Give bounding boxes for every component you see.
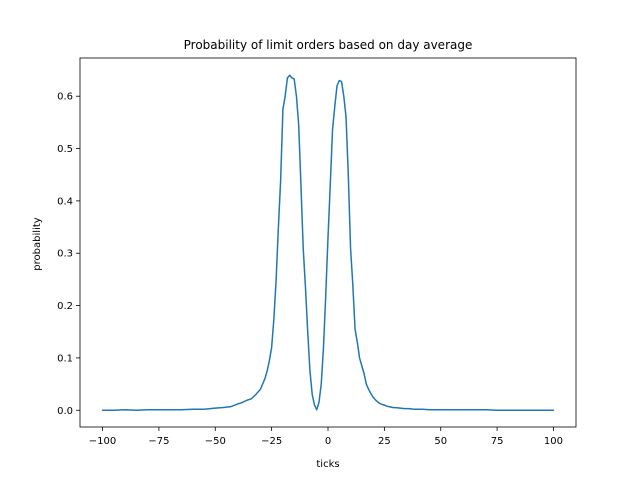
y-tick-label: 0.2 (57, 301, 73, 312)
y-tick-label: 0.6 (57, 92, 73, 103)
x-tick-label: 50 (434, 436, 447, 447)
y-tick-label: 0.1 (57, 353, 73, 364)
series-line (101, 74, 555, 411)
x-tick-label: −75 (148, 436, 169, 447)
x-tick-label: −100 (89, 436, 116, 447)
x-tick-label: 75 (491, 436, 504, 447)
y-tick-label: 0.5 (57, 144, 73, 155)
x-tick-label: 25 (378, 436, 391, 447)
y-tick-label: 0.3 (57, 249, 73, 260)
x-axis-label: ticks (316, 459, 339, 470)
y-axis-label: probability (32, 217, 43, 270)
x-tick-label: 100 (544, 436, 563, 447)
x-tick-label: −25 (261, 436, 282, 447)
x-tick-label: −50 (205, 436, 226, 447)
y-tick-label: 0.4 (57, 196, 73, 207)
x-tick-label: 0 (325, 436, 331, 447)
y-tick-label: 0.0 (57, 406, 73, 417)
chart-title: Probability of limit orders based on day… (184, 38, 473, 52)
y-axis-ticks: 0.0 0.1 0.2 0.3 0.4 0.5 0.6 (57, 92, 80, 417)
x-axis-ticks: −100 −75 −50 −25 0 25 50 75 100 (89, 427, 563, 447)
